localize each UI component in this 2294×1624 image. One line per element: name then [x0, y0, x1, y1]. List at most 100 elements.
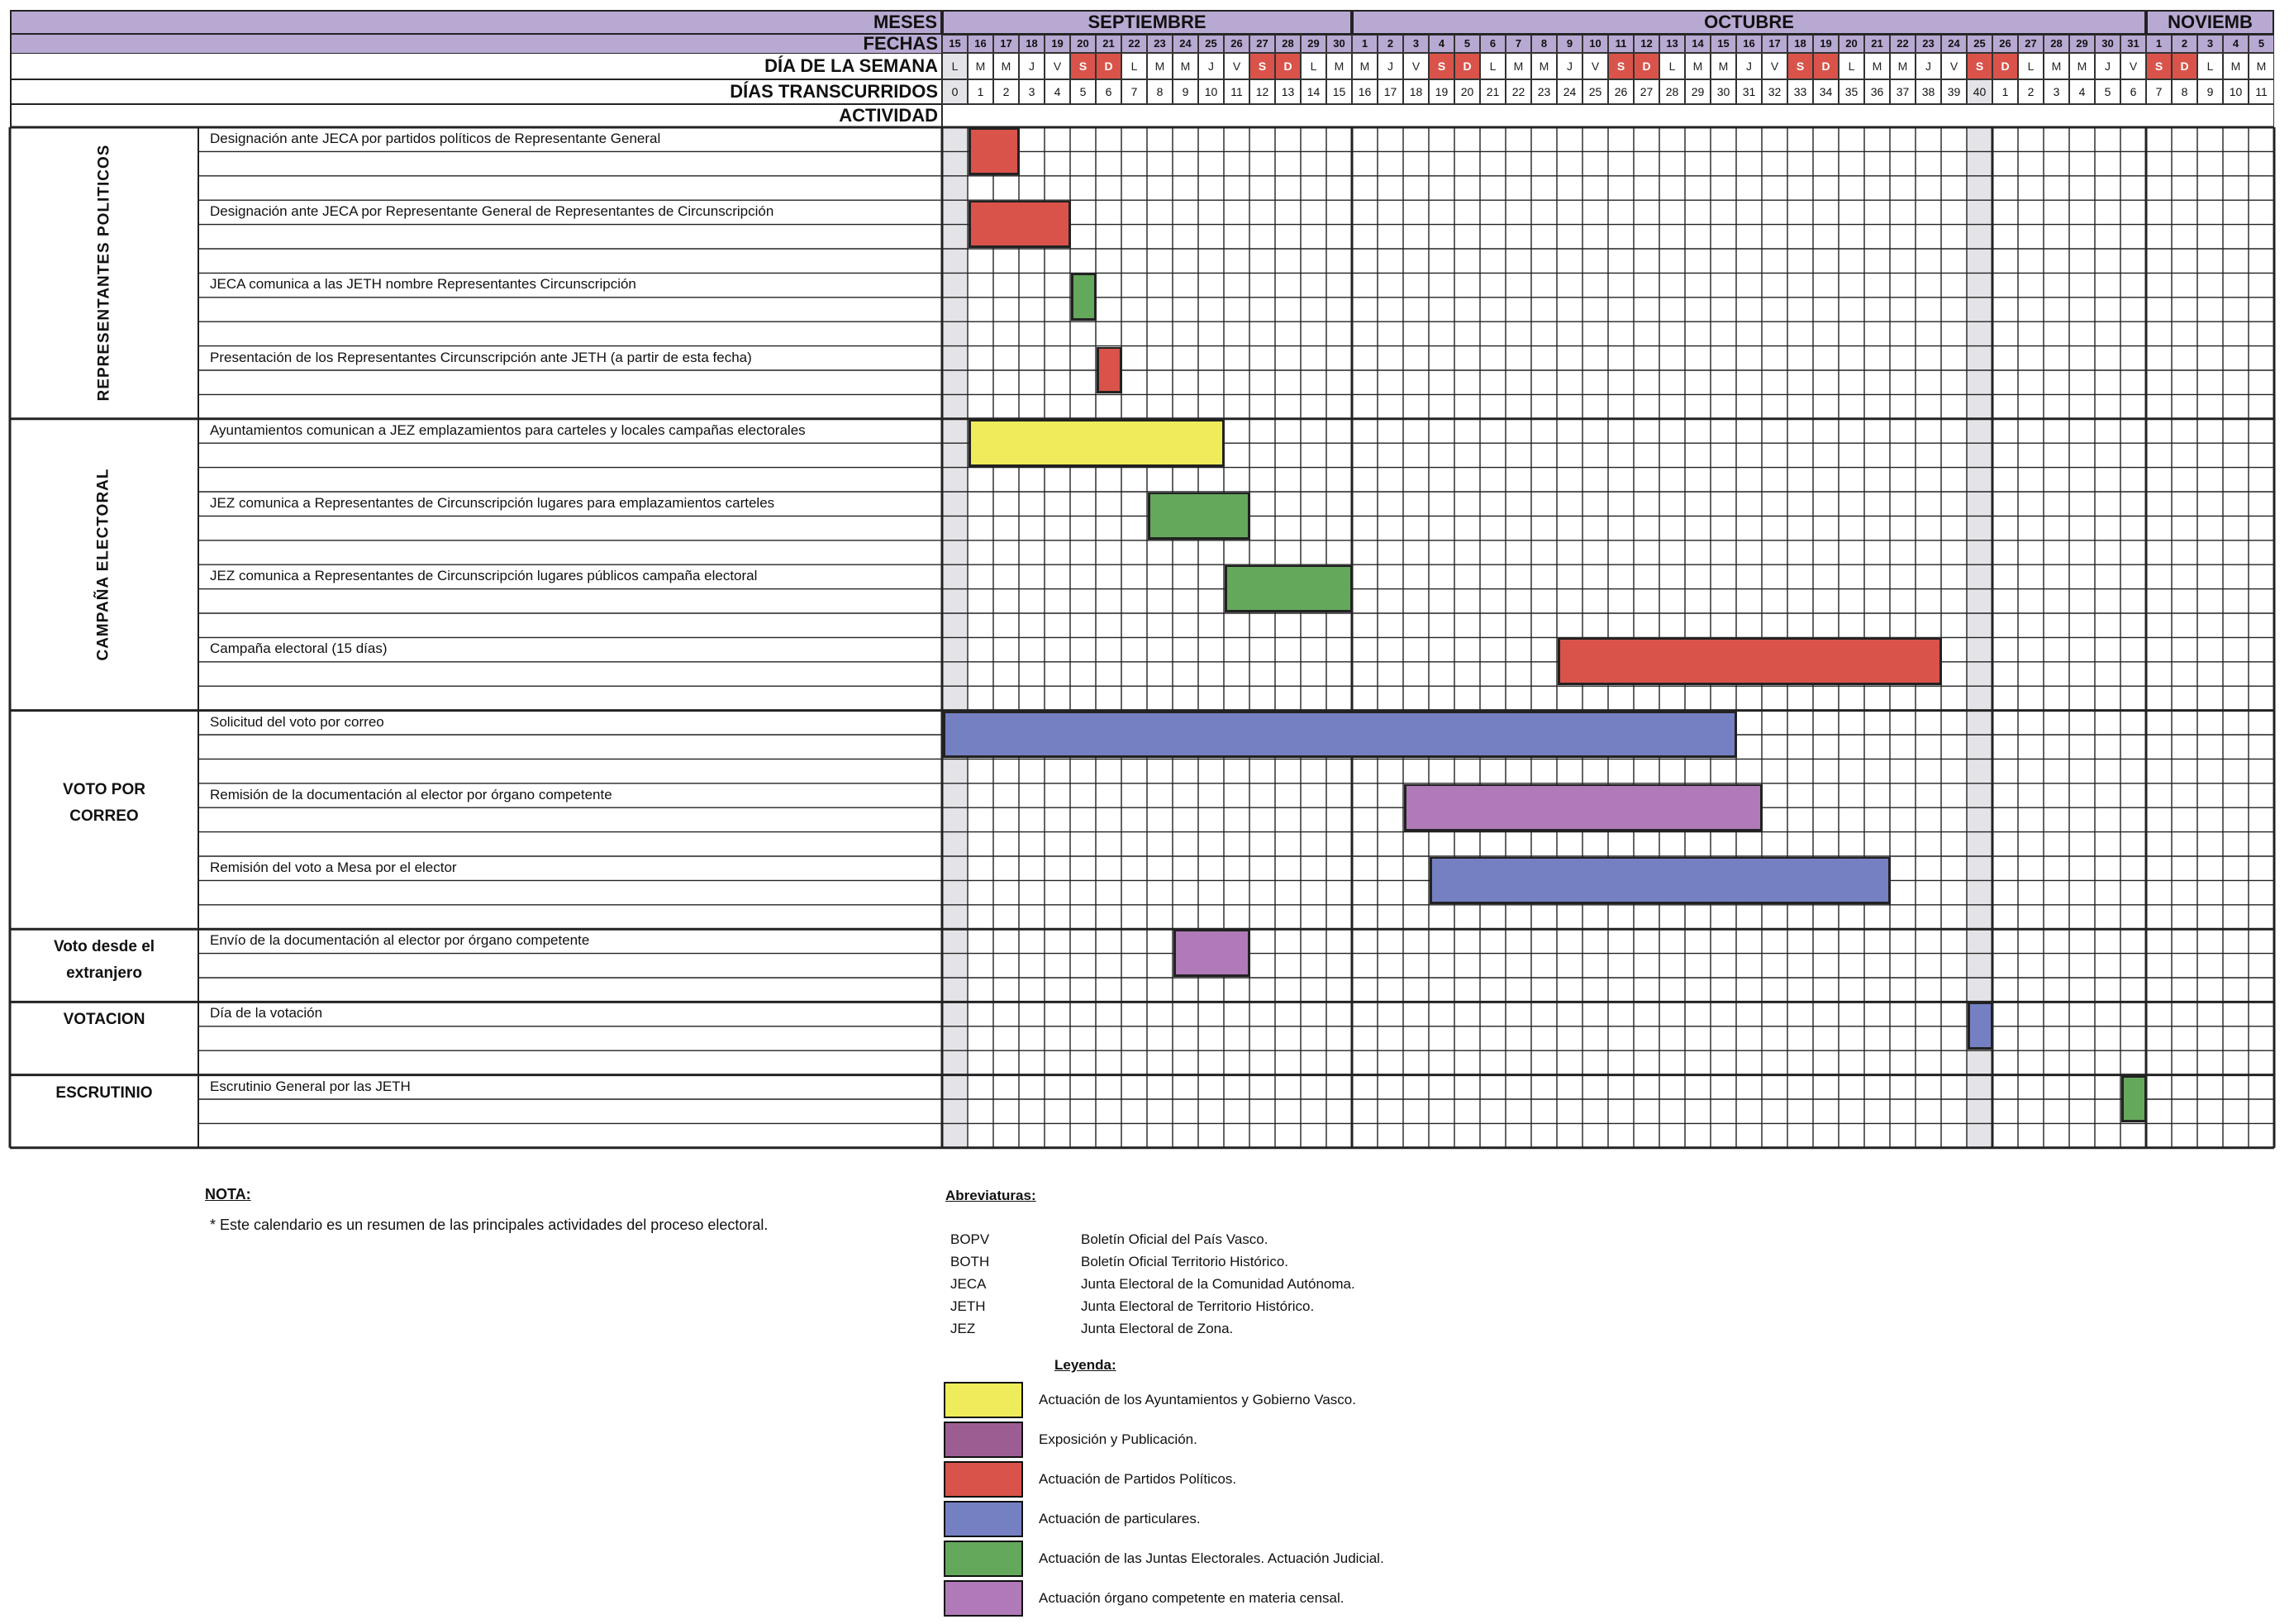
- activity-label: Designación ante JECA por partidos polít…: [210, 129, 937, 149]
- weekday-cell: V: [1224, 53, 1249, 79]
- elapsed-cell: 27: [1634, 79, 1659, 104]
- weekday-cell: V: [1403, 53, 1429, 79]
- date-cell: 21: [1096, 35, 1121, 53]
- weekday-cell: L: [2197, 53, 2223, 79]
- date-cell: 25: [1198, 35, 1224, 53]
- weekday-cell: S: [1608, 53, 1634, 79]
- weekday-cell: S: [1249, 53, 1275, 79]
- activity-bar: [969, 201, 1071, 248]
- abbreviation-code: JETH: [950, 1298, 986, 1314]
- elapsed-cell: 35: [1839, 79, 1864, 104]
- elapsed-cell: 6: [2120, 79, 2146, 104]
- abbreviation-meaning: Boletín Oficial Territorio Histórico.: [1081, 1254, 1288, 1269]
- elapsed-cell: 8: [2172, 79, 2197, 104]
- elapsed-cell: 7: [1121, 79, 1147, 104]
- section-title: VOTACION: [63, 1011, 145, 1029]
- abbreviation-meaning: Junta Electoral de Zona.: [1081, 1321, 1234, 1336]
- months-label: MESES: [10, 10, 942, 35]
- activity-label: JEZ comunica a Representantes de Circuns…: [210, 493, 937, 513]
- date-cell: 1: [1352, 35, 1378, 53]
- weekday-cell: D: [2172, 53, 2197, 79]
- date-cell: 22: [1121, 35, 1147, 53]
- activity-bar: [1430, 857, 1891, 904]
- legend-swatch: [944, 1422, 1023, 1458]
- elapsed-cell: 4: [1045, 79, 1070, 104]
- elapsed-cell: 3: [2044, 79, 2069, 104]
- elapsed-cell: 24: [1557, 79, 1582, 104]
- weekday-cell: V: [2120, 53, 2146, 79]
- weekday-cell: M: [2223, 53, 2249, 79]
- date-cell: 28: [1275, 35, 1301, 53]
- weekday-cell: S: [2146, 53, 2172, 79]
- date-cell: 26: [1992, 35, 2018, 53]
- legend-label: Actuación de Partidos Políticos.: [1039, 1471, 1237, 1487]
- date-cell: 4: [1429, 35, 1454, 53]
- date-cell: 9: [1557, 35, 1582, 53]
- date-cell: 30: [2095, 35, 2120, 53]
- elapsed-cell: 21: [1480, 79, 1506, 104]
- elapsed-cell: 8: [1147, 79, 1173, 104]
- weekday-cell: M: [1685, 53, 1711, 79]
- date-cell: 6: [1480, 35, 1506, 53]
- weekday-cell: J: [1557, 53, 1582, 79]
- activity-bar: [1225, 565, 1353, 612]
- weekday-cell: L: [1839, 53, 1864, 79]
- weekday-cell: V: [1045, 53, 1070, 79]
- section-title: ESCRUTINIO: [55, 1083, 153, 1102]
- elapsed-cell: 11: [1224, 79, 1249, 104]
- activity-bar: [1558, 638, 1942, 686]
- weekday-cell: D: [1634, 53, 1659, 79]
- legend-swatch: [944, 1541, 1023, 1577]
- legend-swatch: [944, 1461, 1023, 1498]
- legend-label: Actuación de las Juntas Electorales. Act…: [1039, 1550, 1384, 1566]
- date-cell: 28: [2044, 35, 2069, 53]
- legend-label: Actuación de los Ayuntamientos y Gobiern…: [1039, 1392, 1356, 1407]
- weekday-cell: S: [1967, 53, 1992, 79]
- activity-label: JECA comunica a las JETH nombre Represen…: [210, 274, 937, 295]
- weekday-cell: L: [2018, 53, 2044, 79]
- weekday-cell: M: [1864, 53, 1890, 79]
- legend-swatch: [944, 1501, 1023, 1537]
- weekday-cell: M: [1531, 53, 1557, 79]
- date-cell: 16: [1736, 35, 1762, 53]
- legend-label: Exposición y Publicación.: [1039, 1431, 1197, 1447]
- abbreviation-meaning: Junta Electoral de la Comunidad Autónoma…: [1081, 1276, 1355, 1292]
- weekday-cell: M: [2249, 53, 2274, 79]
- activity-bar: [1071, 274, 1097, 321]
- activity-label: Solicitud del voto por correo: [210, 712, 937, 732]
- abbreviation-code: BOPV: [950, 1231, 990, 1247]
- activity-bar: [969, 419, 1225, 467]
- date-cell: 14: [1685, 35, 1711, 53]
- date-cell: 24: [1173, 35, 1198, 53]
- elapsed-cell: 28: [1659, 79, 1685, 104]
- elapsed-cell: 40: [1967, 79, 1992, 104]
- weekday-cell: D: [1992, 53, 2018, 79]
- date-cell: 16: [968, 35, 993, 53]
- section-title-wrap: REPRESENTANTES POLITICOS: [10, 127, 198, 419]
- elapsed-cell: 38: [1916, 79, 1941, 104]
- elapsed-cell: 6: [1096, 79, 1121, 104]
- elapsed-cell: 11: [2249, 79, 2274, 104]
- activity-bar: [943, 711, 1737, 759]
- date-cell: 7: [1506, 35, 1531, 53]
- date-cell: 24: [1941, 35, 1967, 53]
- date-cell: 5: [1454, 35, 1480, 53]
- elapsed-cell: 2: [2018, 79, 2044, 104]
- elapsed-cell: 13: [1275, 79, 1301, 104]
- weekday-cell: D: [1275, 53, 1301, 79]
- weekday-cell: J: [1019, 53, 1045, 79]
- elapsed-cell: 34: [1813, 79, 1839, 104]
- date-cell: 15: [942, 35, 968, 53]
- date-cell: 19: [1813, 35, 1839, 53]
- legend-label: Actuación órgano competente en materia c…: [1039, 1590, 1345, 1606]
- date-cell: 4: [2223, 35, 2249, 53]
- section-title: REPRESENTANTES POLITICOS: [95, 144, 113, 402]
- activity-bar: [1097, 346, 1122, 394]
- activity-label: Día de la votación: [210, 1003, 937, 1024]
- weekday-cell: M: [1506, 53, 1531, 79]
- abbreviations-title: Abreviaturas:: [945, 1188, 1036, 1203]
- date-cell: 3: [2197, 35, 2223, 53]
- activity-label: Campaña electoral (15 días): [210, 639, 937, 660]
